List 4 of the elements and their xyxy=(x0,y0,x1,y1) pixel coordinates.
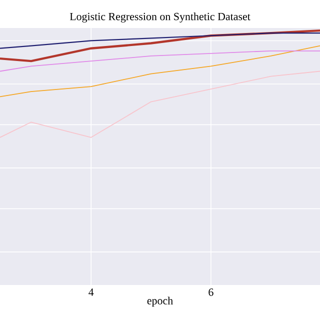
x-axis-title: epoch xyxy=(147,296,173,307)
x-tick-label: 4 xyxy=(88,288,94,296)
x-tick-label: 6 xyxy=(208,288,214,296)
chart-title: Logistic Regression on Synthetic Dataset xyxy=(70,12,250,22)
